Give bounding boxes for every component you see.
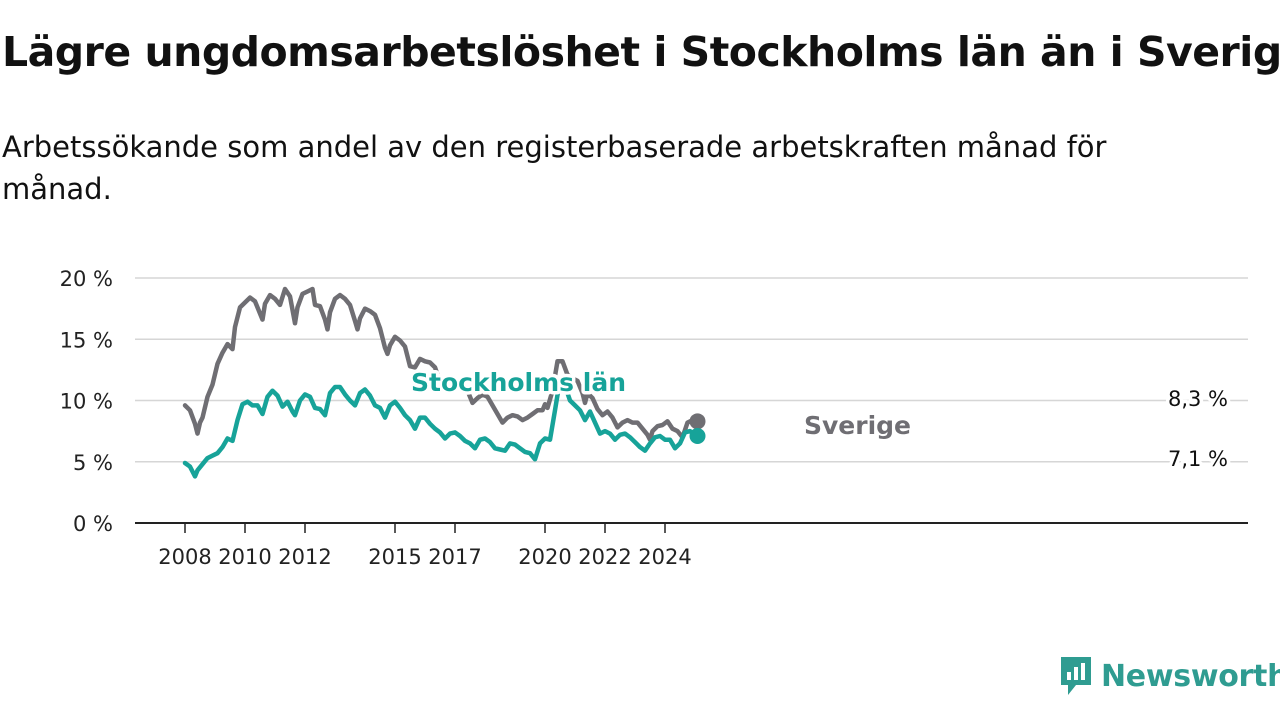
x-tick-label: 2008: [158, 545, 211, 569]
end-point-stockholms-l-n: [689, 428, 706, 445]
series-label-stockholms-lan: Stockholms län: [411, 368, 626, 397]
series-line-stockholms-l-n: [182, 377, 700, 479]
y-tick-label: 5 %: [73, 451, 113, 475]
x-tick-label: 2012: [278, 545, 331, 569]
x-axis: 2008 2010 2012 2015 2017 2020 2022 2024: [135, 522, 1248, 569]
chart-title: Lägre ungdomsarbetslöshet i Stockholms l…: [2, 28, 1280, 76]
x-tick-label: 2015: [368, 545, 421, 569]
x-tick-label: 2017: [428, 545, 481, 569]
x-tick-label: 2020: [518, 545, 571, 569]
x-tick-label: 2022: [578, 545, 631, 569]
y-tick-label: 10 %: [60, 390, 113, 414]
series-lines: [182, 286, 706, 479]
y-tick-label: 0 %: [73, 512, 113, 536]
end-value-sverige: 8,3 %: [1168, 387, 1228, 411]
newsworthy-logo: Newsworthy: [1059, 655, 1280, 697]
end-point-sverige: [689, 413, 706, 430]
chart-subtitle: Arbetssökande som andel av den registerb…: [2, 130, 1107, 206]
logo-text: Newsworthy: [1101, 658, 1280, 694]
x-tick-label: 2010: [218, 545, 271, 569]
series-line-sverige: [182, 286, 700, 442]
y-axis: 0 % 5 % 10 % 15 % 20 %: [60, 267, 113, 536]
line-chart: 0 %5 %10 %15 %20 % 2008 2010 2012 2015 2017 2…: [60, 267, 1248, 569]
y-tick-label: 20 %: [60, 267, 113, 291]
series-labels: Stockholms län Sverige 8,3 % 7,1 %: [408, 365, 1232, 475]
end-value-stockholms-lan: 7,1 %: [1168, 447, 1228, 471]
x-tick-label: 2024: [638, 545, 691, 569]
y-tick-label: 15 %: [60, 328, 113, 352]
series-label-sverige: Sverige: [804, 411, 911, 440]
newsworthy-chart-icon: [1061, 657, 1091, 695]
gridlines: [135, 277, 1248, 463]
